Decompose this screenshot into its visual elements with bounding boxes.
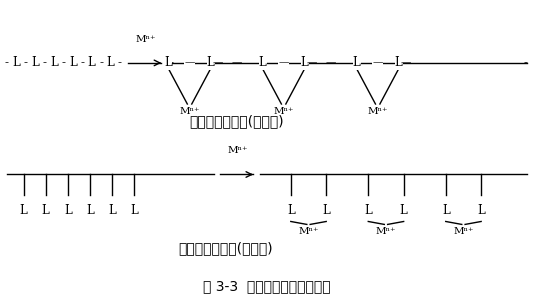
Text: -: - <box>61 56 65 69</box>
Text: L: L <box>477 204 485 217</box>
Text: Mⁿ⁺: Mⁿ⁺ <box>453 227 474 236</box>
Text: Mⁿ⁺: Mⁿ⁺ <box>179 107 200 116</box>
Text: -: - <box>5 56 9 69</box>
Text: L: L <box>258 56 266 69</box>
Text: L: L <box>42 204 50 217</box>
Text: 螯合基在侧链上(侧链型): 螯合基在侧链上(侧链型) <box>178 241 273 255</box>
Text: -: - <box>43 56 46 69</box>
Text: -: - <box>523 56 527 69</box>
Text: L: L <box>400 204 407 217</box>
Text: -: - <box>23 56 28 69</box>
Text: L: L <box>20 204 27 217</box>
Text: L: L <box>69 56 77 69</box>
Text: —: — <box>213 58 223 67</box>
Text: L: L <box>323 204 330 217</box>
Text: —: — <box>400 58 411 67</box>
Text: L: L <box>32 56 39 69</box>
Text: L: L <box>207 56 215 69</box>
Text: Mⁿ⁺: Mⁿ⁺ <box>299 227 319 236</box>
Text: L: L <box>395 56 403 69</box>
Text: —: — <box>278 58 289 67</box>
Text: L: L <box>106 56 114 69</box>
Text: -: - <box>99 56 103 69</box>
Text: —: — <box>325 58 336 67</box>
Text: L: L <box>50 56 58 69</box>
Text: L: L <box>353 56 360 69</box>
Text: L: L <box>108 204 116 217</box>
Text: 螯合基在主链上(主链型): 螯合基在主链上(主链型) <box>189 115 284 129</box>
Text: —: — <box>231 58 242 67</box>
Text: L: L <box>442 204 450 217</box>
Text: Mⁿ⁺: Mⁿ⁺ <box>376 227 396 236</box>
Text: —: — <box>184 58 195 67</box>
Text: L: L <box>130 204 138 217</box>
Text: L: L <box>364 204 372 217</box>
Text: L: L <box>64 204 72 217</box>
Text: L: L <box>287 204 295 217</box>
Text: -: - <box>80 56 84 69</box>
Text: Mⁿ⁺: Mⁿ⁺ <box>367 107 388 116</box>
Text: 图 3-3  高分子螯合剂结构分类: 图 3-3 高分子螯合剂结构分类 <box>203 279 331 293</box>
Text: L: L <box>88 56 96 69</box>
Text: —: — <box>373 58 383 67</box>
Text: -: - <box>118 56 122 69</box>
Text: Mⁿ⁺: Mⁿ⁺ <box>273 107 294 116</box>
Text: L: L <box>301 56 309 69</box>
Text: L: L <box>164 56 172 69</box>
Text: Mⁿ⁺: Mⁿ⁺ <box>136 35 156 44</box>
Text: —: — <box>307 58 317 67</box>
Text: L: L <box>12 56 20 69</box>
Text: -: - <box>170 56 174 69</box>
Text: L: L <box>86 204 94 217</box>
Text: Mⁿ⁺: Mⁿ⁺ <box>227 146 248 156</box>
